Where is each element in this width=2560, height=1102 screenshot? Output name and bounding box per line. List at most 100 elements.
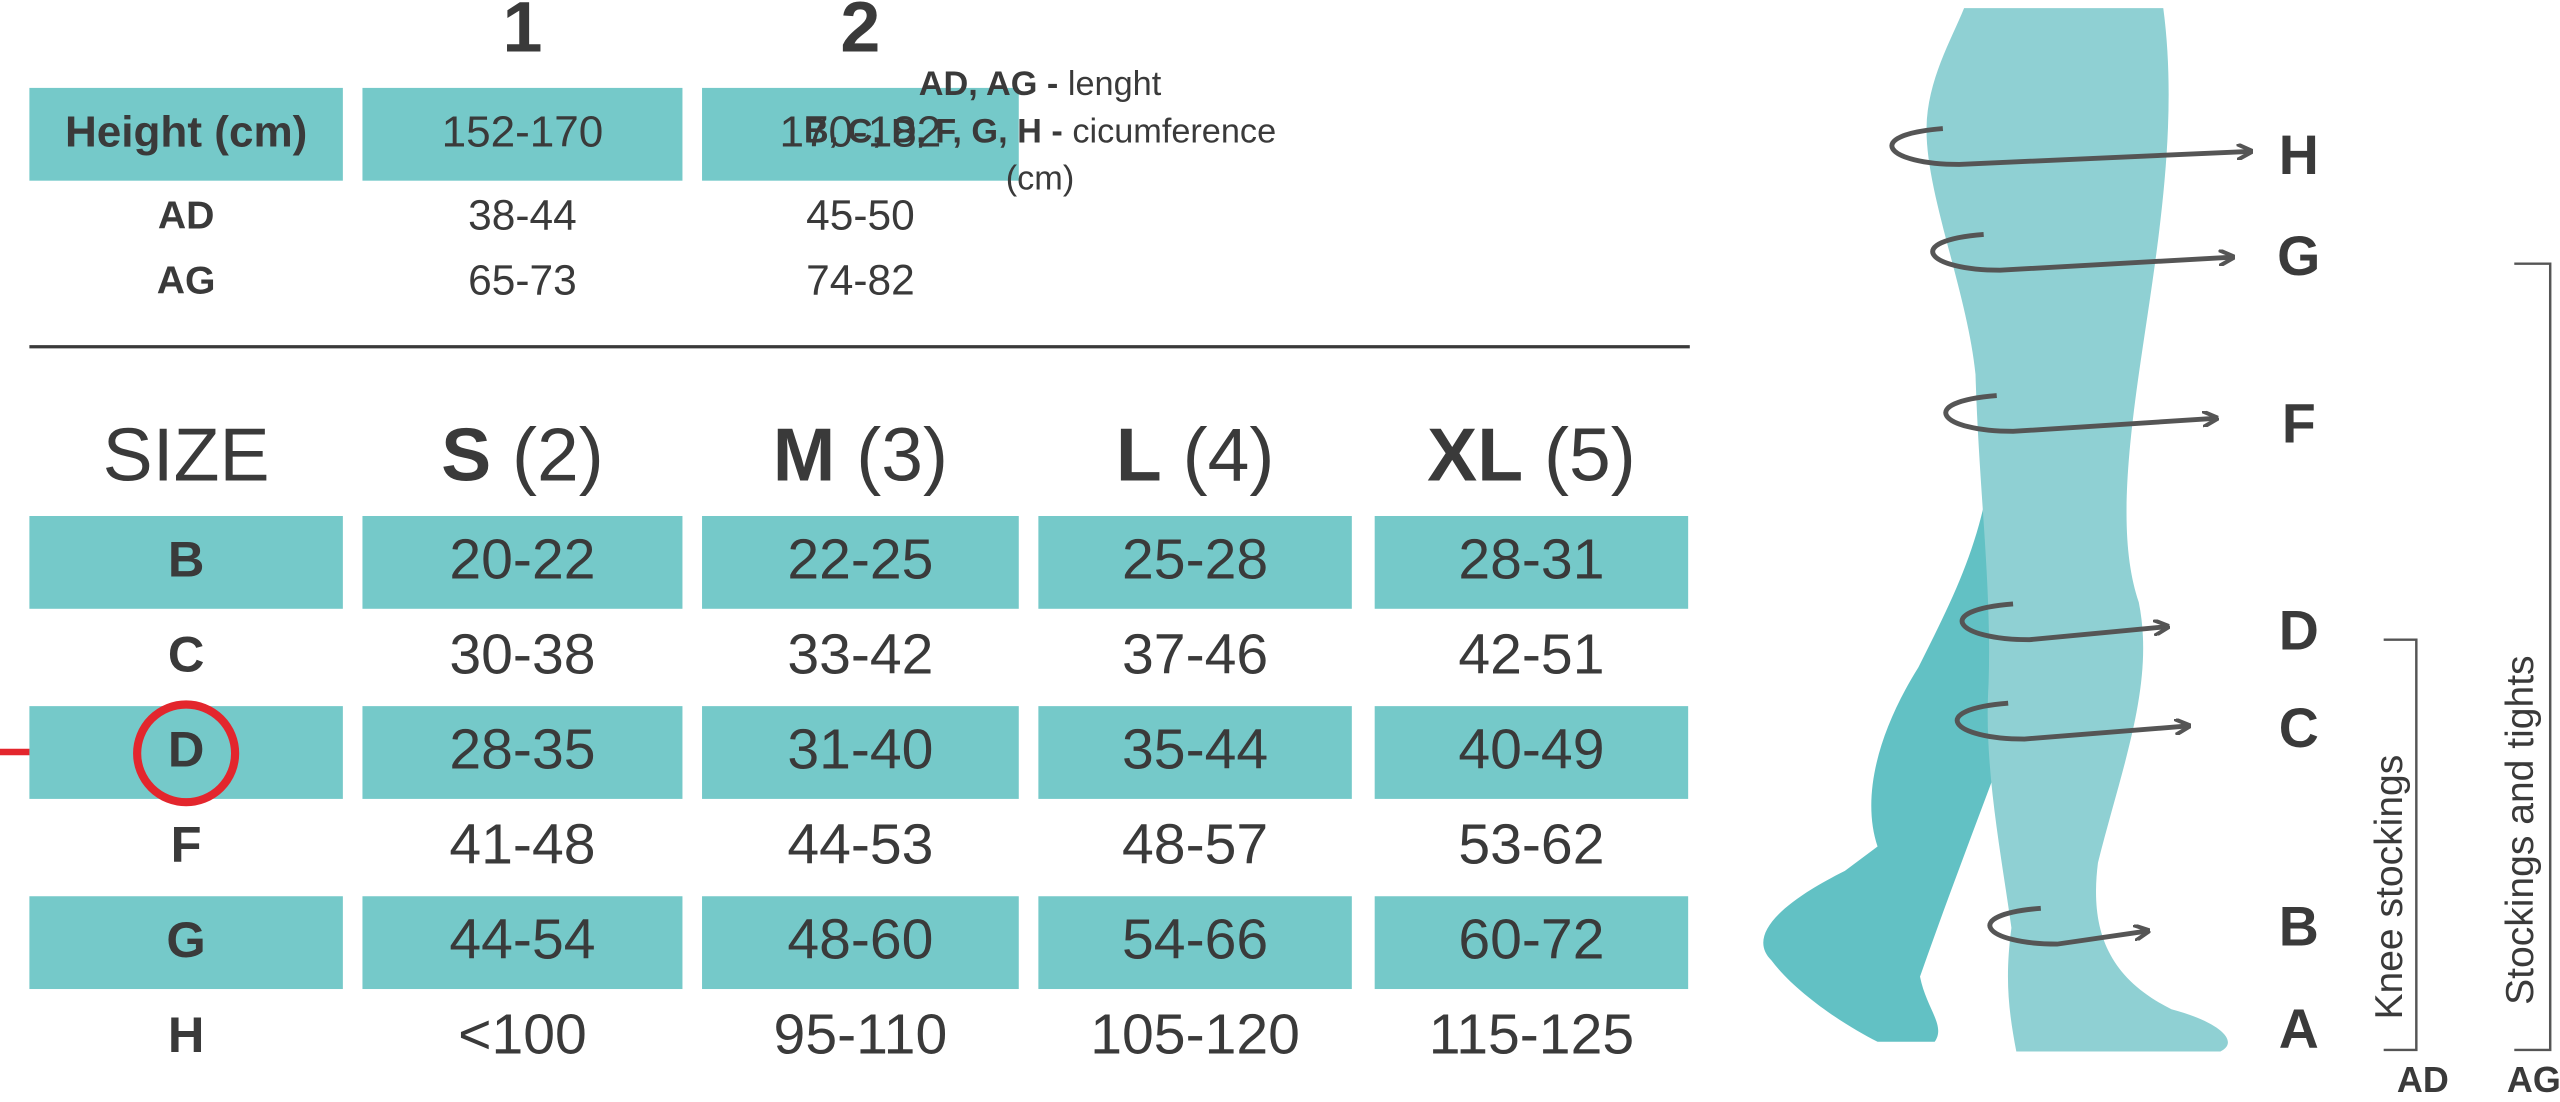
size-header: SIZE [103,413,270,497]
cell: 35-44 [1122,717,1268,781]
cell: 25-28 [1122,527,1268,591]
cell: 41-48 [449,813,595,877]
cell: 20-22 [449,527,595,591]
size-number: (3) [835,413,948,497]
cell: 28-31 [1458,527,1604,591]
row-label: H [168,1006,205,1063]
row-fill [29,87,343,181]
row-label: B [168,531,205,588]
row-label: G [166,911,205,968]
cell: 38-44 [468,191,577,238]
row-fill [1374,516,1689,609]
note-key: B, C, D, F, G, H - [804,113,1063,151]
cell: 37-46 [1122,622,1268,686]
size-letter: L [1116,413,1162,497]
row-fill [1038,706,1352,799]
row-fill [702,87,1019,181]
range-key: AG [2507,1060,2560,1100]
point-label: D [2279,600,2319,662]
point-label: B [2279,896,2319,958]
cell: 60-72 [1458,908,1604,972]
row-label: Height (cm) [65,108,307,157]
cell: 48-57 [1122,813,1268,877]
range-label: Knee stockings [2368,755,2411,1020]
point-label: G [2277,225,2320,287]
note-continued: (cm) [1006,160,1075,198]
row-fill [1038,896,1352,990]
range-label: Stockings and tights [2499,655,2542,1005]
point-label: F [2282,393,2316,455]
row-label: C [168,626,205,683]
cell: <100 [458,1003,587,1067]
cell: 28-35 [449,717,595,781]
row-fill [362,516,683,609]
row-fill [29,706,343,799]
cell: 54-66 [1122,908,1268,972]
row-label: AD [158,194,215,237]
cell: 31-40 [787,717,933,781]
note-key: AD, AG - [919,65,1059,103]
tights-bracket [2514,262,2552,1052]
size-number: (2) [491,413,604,497]
cell: 152-170 [442,108,604,157]
cell: 40-49 [1458,717,1604,781]
cell: 44-54 [449,908,595,972]
size-label: L (4) [1116,413,1274,497]
row-fill [1374,706,1689,799]
highlight-circle [133,700,240,807]
measure-arrow [1889,126,2250,167]
cell: 53-62 [1458,813,1604,877]
knee-bracket [2383,638,2418,1052]
row-fill [362,896,683,990]
cell: 65-73 [468,256,577,303]
column-header: 1 [502,0,542,67]
cell: 170-182 [780,108,942,157]
cell: 74-82 [806,256,915,303]
note-text: lenght [1058,65,1161,103]
cell: 33-42 [787,622,933,686]
size-number: (5) [1523,413,1636,497]
row-fill [29,516,343,609]
measure-arrow [1954,700,2188,742]
back-leg [1763,439,1996,1042]
row-fill [702,896,1019,990]
measure-arrow [1943,393,2216,434]
range-key: AD [2397,1060,2449,1100]
note: B, C, D, F, G, H - cicumference [804,113,1276,151]
row-label: F [171,816,202,873]
note: AD, AG - lenght [919,65,1162,103]
row-fill [702,516,1019,609]
row-fill [1374,896,1689,990]
size-number: (4) [1162,413,1275,497]
cell: 48-60 [787,908,933,972]
row-label: AG [157,260,216,303]
cell: 95-110 [774,1003,948,1067]
cell: 105-120 [1090,1003,1300,1067]
cell: 45-50 [806,191,915,238]
size-label: M (3) [773,413,948,497]
measure-arrow [1987,905,2147,947]
size-letter: XL [1427,413,1523,497]
size-letter: S [441,413,491,497]
cell: 30-38 [449,622,595,686]
cell: 44-53 [787,813,933,877]
cell: 42-51 [1458,622,1604,686]
row-fill [362,706,683,799]
cell: 22-25 [787,527,933,591]
measure-arrow [1930,231,2232,273]
size-label: XL (5) [1427,413,1636,497]
measure-arrow [1959,601,2166,643]
column-header: 2 [840,0,880,67]
cell: 115-125 [1429,1003,1634,1067]
row-fill [29,896,343,990]
point-label: C [2279,697,2319,759]
note-text: cicumference [1063,113,1276,151]
row-label: D [168,721,205,778]
size-label: S (2) [441,413,604,497]
row-fill [702,706,1019,799]
row-fill [1038,516,1352,609]
row-fill [362,87,683,181]
point-label: A [2279,998,2319,1060]
size-letter: M [773,413,836,497]
